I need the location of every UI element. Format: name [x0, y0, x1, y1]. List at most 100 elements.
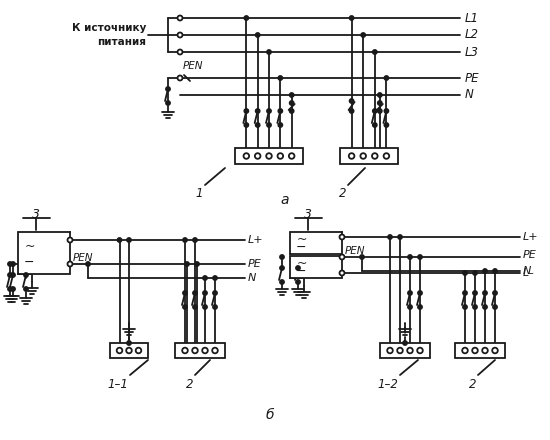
- Circle shape: [360, 255, 364, 259]
- Circle shape: [183, 238, 187, 242]
- Circle shape: [403, 341, 407, 345]
- Text: N: N: [248, 273, 256, 283]
- Circle shape: [244, 153, 249, 159]
- Circle shape: [339, 235, 344, 239]
- Text: −: −: [296, 265, 307, 279]
- Circle shape: [418, 255, 422, 259]
- Circle shape: [278, 123, 283, 127]
- Circle shape: [203, 305, 207, 309]
- Text: питания: питания: [97, 37, 146, 47]
- Circle shape: [472, 348, 478, 353]
- Text: L+: L+: [248, 235, 263, 245]
- Circle shape: [267, 109, 271, 113]
- Circle shape: [360, 153, 366, 159]
- Circle shape: [193, 305, 197, 309]
- Circle shape: [463, 305, 467, 309]
- Text: б: б: [266, 408, 274, 422]
- Circle shape: [195, 262, 199, 266]
- Circle shape: [388, 235, 392, 239]
- Circle shape: [483, 305, 487, 309]
- Circle shape: [378, 109, 382, 113]
- Circle shape: [349, 99, 354, 103]
- Circle shape: [24, 287, 28, 291]
- Circle shape: [182, 348, 188, 353]
- Circle shape: [473, 291, 477, 295]
- Circle shape: [398, 235, 402, 239]
- Circle shape: [213, 305, 217, 309]
- Circle shape: [212, 348, 218, 353]
- Text: L2: L2: [465, 29, 479, 41]
- Circle shape: [383, 153, 389, 159]
- Circle shape: [185, 262, 189, 266]
- Circle shape: [493, 305, 497, 309]
- Circle shape: [68, 261, 73, 267]
- Circle shape: [127, 238, 131, 242]
- Circle shape: [349, 109, 354, 113]
- Text: 2: 2: [338, 187, 346, 200]
- Circle shape: [397, 348, 403, 353]
- Circle shape: [8, 273, 12, 277]
- Circle shape: [127, 341, 131, 345]
- Circle shape: [408, 305, 412, 309]
- Bar: [290, 232, 342, 254]
- Text: 3: 3: [32, 208, 40, 220]
- Circle shape: [166, 101, 170, 105]
- Text: ~: ~: [24, 240, 35, 253]
- Text: ~: ~: [296, 233, 307, 246]
- Circle shape: [244, 16, 249, 20]
- Circle shape: [278, 109, 283, 113]
- Circle shape: [418, 291, 422, 295]
- Text: N: N: [523, 266, 531, 276]
- Circle shape: [372, 123, 377, 127]
- Text: L3: L3: [465, 45, 479, 59]
- Circle shape: [493, 291, 497, 295]
- Circle shape: [296, 266, 300, 270]
- Circle shape: [289, 101, 294, 105]
- Circle shape: [417, 348, 423, 353]
- Circle shape: [372, 50, 377, 54]
- Circle shape: [280, 255, 284, 259]
- Circle shape: [117, 238, 122, 242]
- Circle shape: [387, 348, 393, 353]
- Circle shape: [418, 305, 422, 309]
- Circle shape: [493, 269, 497, 273]
- Circle shape: [255, 109, 260, 113]
- Circle shape: [11, 287, 15, 291]
- Text: 1: 1: [195, 187, 203, 200]
- Circle shape: [213, 276, 217, 280]
- Circle shape: [244, 123, 249, 127]
- Circle shape: [203, 291, 207, 295]
- Circle shape: [255, 153, 261, 159]
- Circle shape: [193, 291, 197, 295]
- Circle shape: [378, 101, 382, 105]
- Circle shape: [339, 271, 344, 275]
- Circle shape: [203, 276, 207, 280]
- Text: 2: 2: [185, 378, 193, 391]
- Circle shape: [378, 93, 382, 97]
- Bar: [290, 256, 342, 278]
- Circle shape: [267, 50, 271, 54]
- Circle shape: [278, 76, 283, 80]
- Circle shape: [136, 348, 141, 353]
- Circle shape: [255, 33, 260, 37]
- Circle shape: [24, 273, 28, 277]
- Circle shape: [462, 348, 468, 353]
- Circle shape: [266, 153, 272, 159]
- Bar: [340, 148, 398, 164]
- Circle shape: [384, 109, 389, 113]
- Circle shape: [361, 33, 365, 37]
- Text: а: а: [280, 193, 289, 207]
- Circle shape: [280, 266, 284, 270]
- Circle shape: [126, 348, 132, 353]
- Text: 1–1: 1–1: [107, 378, 128, 391]
- Circle shape: [349, 153, 354, 159]
- Circle shape: [267, 123, 271, 127]
- Circle shape: [178, 33, 183, 37]
- Text: L1: L1: [465, 11, 479, 25]
- Text: −: −: [296, 241, 307, 254]
- Circle shape: [8, 262, 12, 266]
- Circle shape: [482, 348, 488, 353]
- Text: ~: ~: [296, 257, 307, 270]
- Circle shape: [280, 280, 284, 284]
- Bar: [175, 343, 225, 358]
